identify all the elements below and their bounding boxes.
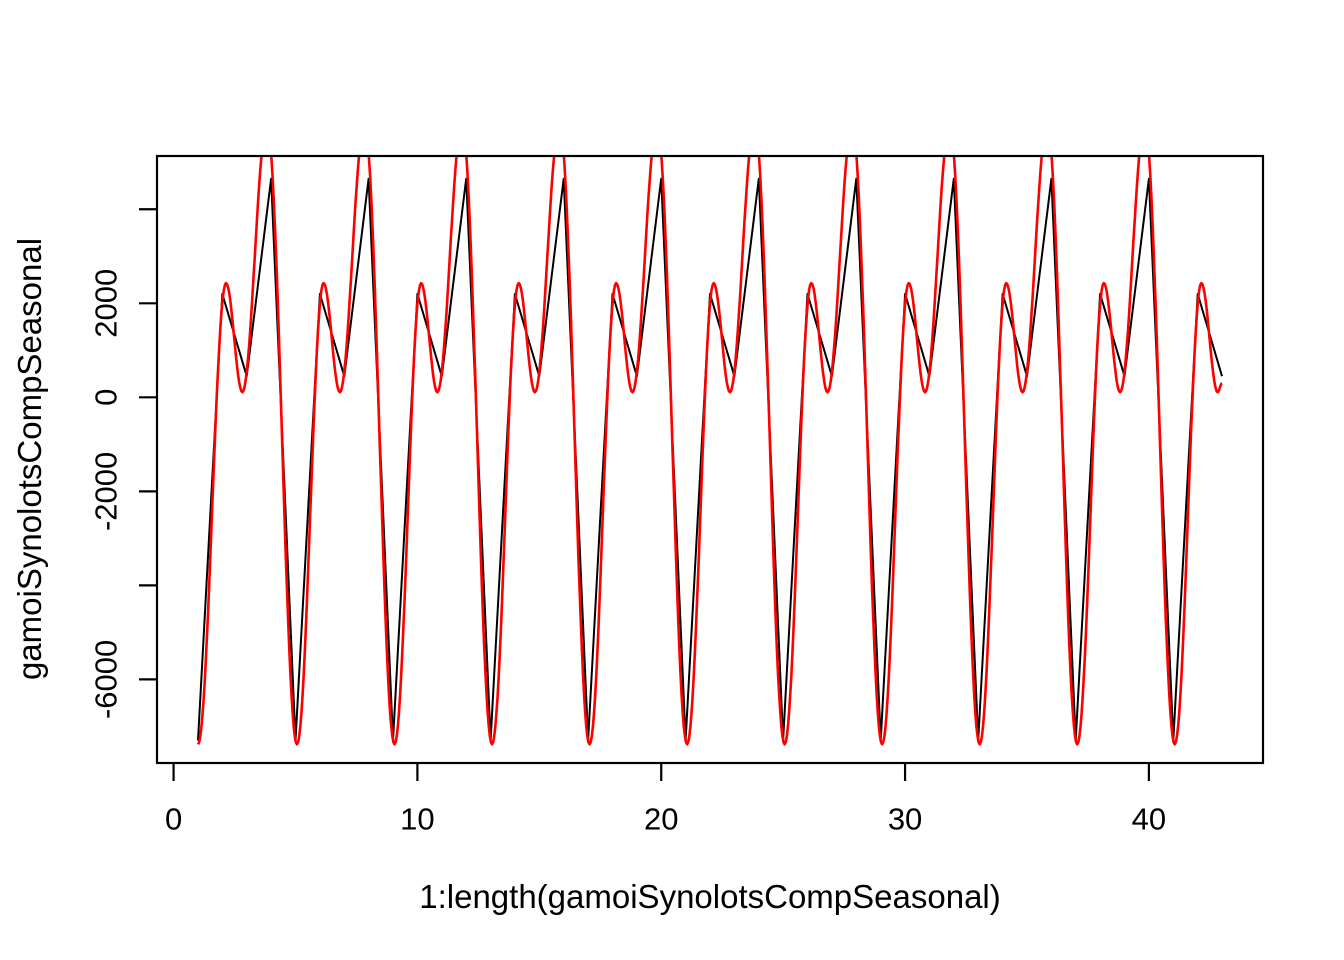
x-tick-label: 10 bbox=[400, 802, 434, 837]
y-axis-title: gamoiSynolotsCompSeasonal bbox=[11, 237, 48, 681]
series-layer bbox=[196, 156, 1223, 746]
y-tick-label: 0 bbox=[89, 389, 124, 406]
y-tick-label: -6000 bbox=[89, 640, 124, 719]
x-tick-label: 30 bbox=[888, 802, 922, 837]
fitted-line bbox=[196, 156, 1223, 746]
x-tick-label: 40 bbox=[1132, 802, 1166, 837]
x-tick-label: 20 bbox=[644, 802, 678, 837]
y-tick-label: 2000 bbox=[89, 269, 124, 338]
x-axis-title: 1:length(gamoiSynolotsCompSeasonal) bbox=[419, 878, 1001, 915]
y-tick-label: -2000 bbox=[89, 452, 124, 531]
x-tick-label: 0 bbox=[165, 802, 182, 837]
plot-border bbox=[155, 154, 1265, 765]
